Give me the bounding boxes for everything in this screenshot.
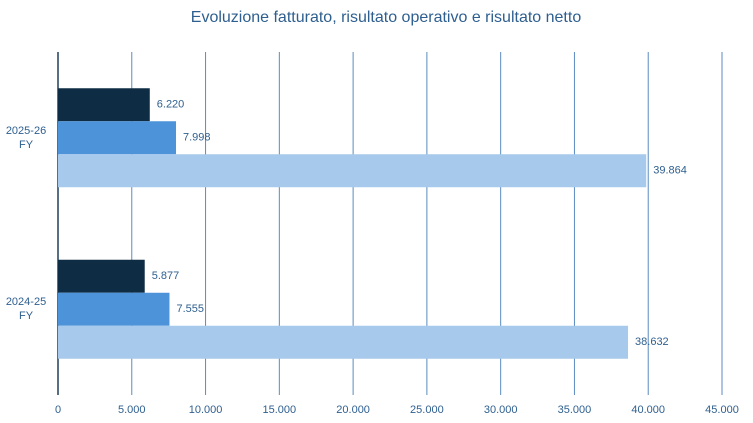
data-label: 39.864	[653, 165, 687, 177]
y-tick-label: 2024-25 FY	[5, 296, 47, 323]
x-tick-label: 40.000	[631, 404, 665, 416]
x-tick-label: 45.000	[705, 404, 739, 416]
data-label: 6.220	[157, 99, 185, 111]
bar	[58, 292, 170, 326]
x-tick-label: 10.000	[189, 404, 223, 416]
data-label: 7.998	[183, 132, 211, 144]
x-tick-label: 0	[55, 404, 61, 416]
bar	[58, 325, 629, 359]
x-tick-label: 30.000	[484, 404, 518, 416]
data-label: 5.877	[152, 270, 180, 282]
y-tick-label: 2025-26 FY	[5, 124, 47, 151]
bar	[58, 259, 145, 293]
bar	[58, 121, 177, 155]
x-tick-label: 35.000	[558, 404, 592, 416]
data-label: 38.632	[635, 336, 669, 348]
data-label: 7.555	[176, 303, 204, 315]
x-tick-label: 25.000	[410, 404, 444, 416]
x-tick-label: 15.000	[263, 404, 297, 416]
x-tick-label: 5.000	[118, 404, 146, 416]
bar	[58, 154, 647, 188]
x-tick-label: 20.000	[336, 404, 370, 416]
bar	[58, 88, 150, 122]
chart-title: Evoluzione fatturato, risultato operativ…	[191, 9, 582, 26]
